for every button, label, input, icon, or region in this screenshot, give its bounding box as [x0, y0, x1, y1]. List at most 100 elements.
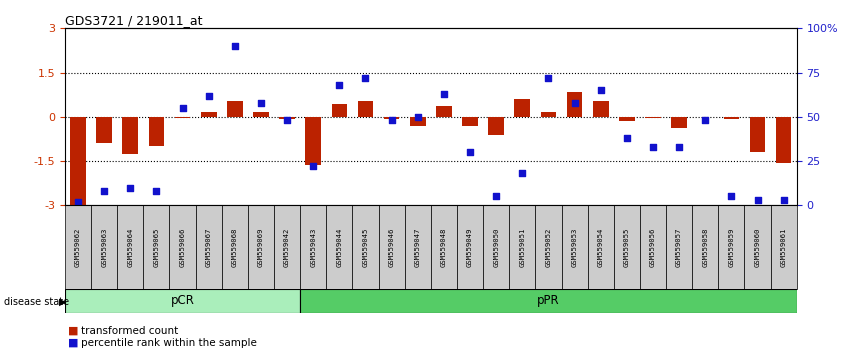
- Text: GSM559053: GSM559053: [572, 227, 578, 267]
- Point: [176, 105, 190, 111]
- Bar: [540, 112, 556, 117]
- Text: GSM559068: GSM559068: [232, 227, 238, 267]
- Bar: [645, 117, 661, 118]
- Bar: [326, 205, 352, 289]
- Point: [410, 114, 424, 120]
- Text: GSM559045: GSM559045: [363, 227, 369, 267]
- Point: [333, 82, 346, 88]
- Text: GSM559054: GSM559054: [598, 227, 604, 267]
- Text: GSM559051: GSM559051: [520, 227, 526, 267]
- Text: disease state: disease state: [4, 297, 69, 307]
- Bar: [248, 205, 274, 289]
- Bar: [301, 289, 797, 313]
- Bar: [723, 117, 740, 119]
- Point: [672, 144, 686, 150]
- Bar: [588, 205, 614, 289]
- Text: GSM559065: GSM559065: [153, 227, 159, 267]
- Point: [254, 100, 268, 105]
- Bar: [384, 117, 399, 119]
- Text: GSM559063: GSM559063: [101, 227, 107, 267]
- Point: [97, 188, 111, 194]
- Text: GSM559059: GSM559059: [728, 227, 734, 267]
- Point: [123, 185, 137, 190]
- Text: GSM559067: GSM559067: [206, 227, 211, 267]
- Text: GSM559060: GSM559060: [754, 227, 760, 267]
- Bar: [771, 205, 797, 289]
- Bar: [358, 101, 373, 117]
- Bar: [619, 117, 635, 121]
- Bar: [253, 113, 268, 117]
- Bar: [488, 117, 504, 135]
- Bar: [666, 205, 692, 289]
- Text: GSM559047: GSM559047: [415, 227, 421, 267]
- Text: GSM559048: GSM559048: [441, 227, 447, 267]
- Bar: [430, 205, 457, 289]
- Text: percentile rank within the sample: percentile rank within the sample: [81, 338, 257, 348]
- Bar: [410, 117, 425, 126]
- Point: [698, 118, 712, 123]
- Point: [489, 194, 503, 199]
- Bar: [745, 205, 771, 289]
- Point: [71, 199, 85, 205]
- Bar: [274, 205, 301, 289]
- Text: GSM559056: GSM559056: [650, 227, 656, 267]
- Bar: [671, 117, 687, 128]
- Bar: [222, 205, 248, 289]
- Point: [751, 197, 765, 203]
- Text: GSM559066: GSM559066: [179, 227, 185, 267]
- Bar: [301, 205, 326, 289]
- Point: [150, 188, 164, 194]
- Bar: [117, 205, 144, 289]
- Bar: [201, 113, 216, 117]
- Bar: [640, 205, 666, 289]
- Bar: [279, 117, 295, 119]
- Bar: [566, 92, 583, 117]
- Bar: [514, 99, 530, 117]
- Text: GSM559057: GSM559057: [676, 227, 682, 267]
- Bar: [561, 205, 588, 289]
- Point: [594, 87, 608, 93]
- Text: GSM559055: GSM559055: [624, 227, 630, 267]
- Bar: [91, 205, 117, 289]
- Bar: [483, 205, 509, 289]
- Bar: [96, 117, 112, 143]
- Bar: [352, 205, 378, 289]
- Bar: [332, 104, 347, 117]
- Bar: [462, 117, 478, 126]
- Text: GSM559043: GSM559043: [310, 227, 316, 267]
- Bar: [509, 205, 535, 289]
- Bar: [70, 117, 86, 205]
- Bar: [750, 117, 766, 152]
- Text: GSM559058: GSM559058: [702, 227, 708, 267]
- Point: [202, 93, 216, 98]
- Point: [541, 75, 555, 81]
- Text: GSM559046: GSM559046: [389, 227, 395, 267]
- Bar: [692, 205, 718, 289]
- Bar: [227, 101, 242, 117]
- Bar: [776, 117, 792, 162]
- Bar: [535, 205, 561, 289]
- Point: [228, 43, 242, 49]
- Text: GSM559069: GSM559069: [258, 227, 264, 267]
- Text: GSM559044: GSM559044: [336, 227, 342, 267]
- Bar: [122, 117, 138, 154]
- Bar: [175, 117, 191, 118]
- Text: pPR: pPR: [537, 295, 559, 307]
- Text: GSM559050: GSM559050: [493, 227, 499, 267]
- Bar: [196, 205, 222, 289]
- Point: [725, 194, 739, 199]
- Point: [385, 118, 398, 123]
- Point: [777, 197, 791, 203]
- Point: [515, 171, 529, 176]
- Point: [463, 149, 477, 155]
- Text: pCR: pCR: [171, 295, 195, 307]
- Bar: [404, 205, 430, 289]
- Bar: [718, 205, 745, 289]
- Point: [620, 135, 634, 141]
- Text: ■: ■: [68, 338, 78, 348]
- Bar: [170, 205, 196, 289]
- Text: transformed count: transformed count: [81, 326, 178, 336]
- Point: [281, 118, 294, 123]
- Text: GSM559049: GSM559049: [467, 227, 473, 267]
- Point: [646, 144, 660, 150]
